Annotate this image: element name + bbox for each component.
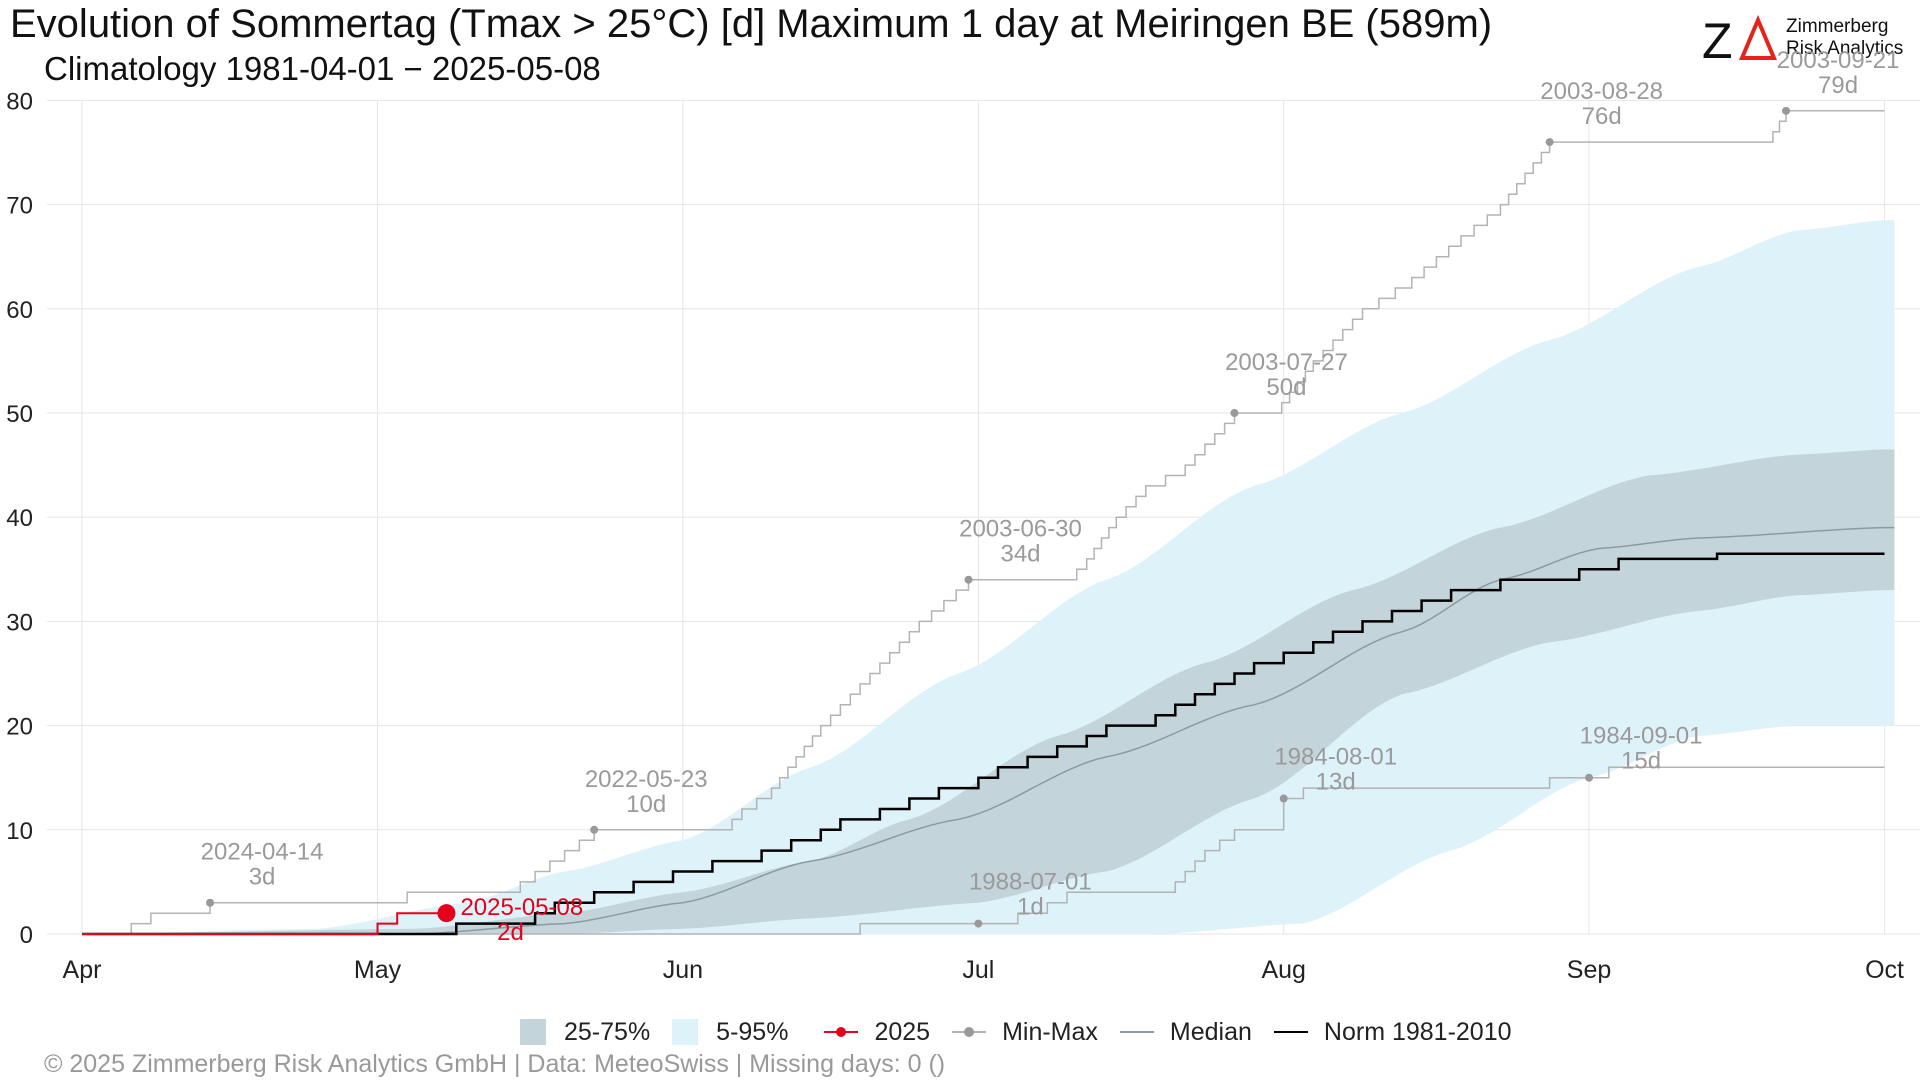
annotation-date: 1984-08-01: [1274, 744, 1397, 771]
current-marker: [437, 904, 456, 923]
max-marker: [1545, 138, 1554, 147]
annotation-days: 79d: [1818, 72, 1858, 99]
annotation-days: 76d: [1582, 103, 1622, 130]
legend-item-p90: 5-95%: [672, 1018, 788, 1047]
company-logo: Z Zimmerberg Risk Analytics: [1702, 10, 1912, 70]
annotation-days: 50d: [1266, 374, 1306, 401]
annotation-date: 2003-06-30: [959, 516, 1082, 543]
band-25-75: [82, 449, 1895, 934]
x-tick-label: May: [354, 956, 402, 984]
annotation-date: 2022-05-23: [585, 766, 708, 793]
annotation-days: 15d: [1621, 748, 1661, 775]
series-min-line: [82, 766, 1885, 935]
y-tick-label: 0: [20, 922, 33, 949]
legend-key-minmax: [952, 1019, 987, 1045]
annotation-days: 3d: [249, 864, 276, 891]
x-tick-label: Aug: [1261, 956, 1305, 984]
x-tick-label: Apr: [63, 956, 102, 984]
x-tick-label: Jun: [663, 956, 703, 984]
logo-line2: Risk Analytics: [1786, 38, 1904, 59]
legend-swatch-p90: [672, 1019, 699, 1045]
logo-line1: Zimmerberg: [1786, 16, 1889, 37]
annotation-date: 2003-09-21: [1777, 47, 1900, 74]
chart-subtitle: Climatology 1981-04-01 − 2025-05-08: [44, 50, 601, 87]
annotation-date: 2003-08-28: [1540, 78, 1663, 105]
min-marker: [1279, 794, 1288, 803]
legend-label-median: Median: [1169, 1017, 1252, 1046]
current-annotation-date: 2025-05-08: [460, 894, 583, 921]
y-tick-label: 70: [6, 193, 33, 220]
legend-label-current: 2025: [874, 1017, 931, 1046]
percentile-bands: [82, 220, 1895, 934]
logo-text: Zimmerberg Risk Analytics: [1786, 16, 1903, 60]
max-marker: [1782, 106, 1791, 115]
axes: 0 10 20 30 40 50 60 70 80 Apr May Jun Jul Aug Sep Oct: [6, 88, 1904, 984]
chart-title: Evolution of Sommertag (Tmax > 25°C) [d]…: [10, 2, 1493, 46]
legend: 25-75% 5-95% 2025 Min-Max Median Norm 19…: [520, 1014, 1534, 1050]
y-tick-label: 10: [6, 818, 33, 845]
x-tick-label: Sep: [1567, 956, 1611, 984]
annotation-days: 34d: [1000, 541, 1040, 568]
legend-item-norm: Norm 1981-2010: [1273, 1017, 1512, 1047]
series-markers: [206, 106, 1791, 928]
legend-item-current: 2025: [824, 1018, 930, 1047]
max-marker: [590, 825, 599, 834]
x-tick-label: Oct: [1865, 956, 1904, 984]
legend-swatch-iqr: [520, 1019, 546, 1045]
max-marker: [964, 575, 973, 584]
series-lines: [82, 110, 1895, 936]
annotation-days: 1d: [1017, 894, 1044, 921]
legend-item-median: Median: [1119, 1017, 1252, 1047]
y-tick-label: 30: [6, 609, 33, 636]
annotation-date: 2003-07-27: [1225, 349, 1348, 376]
y-tick-label: 40: [6, 505, 33, 532]
min-marker: [974, 919, 983, 928]
y-tick-label: 50: [6, 401, 33, 428]
annotation-date: 2024-04-14: [201, 839, 324, 866]
legend-label-iqr: 25-75%: [564, 1017, 651, 1046]
legend-label-minmax: Min-Max: [1002, 1017, 1098, 1046]
max-marker: [206, 898, 215, 907]
current-annotation-days: 2d: [497, 919, 524, 946]
legend-key-median: [1119, 1019, 1154, 1045]
y-tick-label: 20: [6, 714, 33, 741]
y-tick-label: 80: [6, 88, 33, 115]
y-tick-label: 60: [6, 297, 33, 324]
series-max-line: [82, 110, 1885, 935]
legend-key-norm: [1273, 1019, 1308, 1045]
annotation-date: 1984-09-01: [1580, 723, 1703, 750]
legend-item-minmax: Min-Max: [952, 1018, 1098, 1047]
legend-label-p90: 5-95%: [716, 1017, 789, 1046]
legend-key-current: [824, 1019, 859, 1045]
band-5-95: [82, 220, 1895, 934]
annotation-days: 10d: [626, 791, 666, 818]
legend-item-iqr: 25-75%: [520, 1018, 650, 1047]
x-tick-label: Jul: [962, 956, 994, 984]
footer-copyright: © 2025 Zimmerberg Risk Analytics GmbH | …: [44, 1050, 946, 1078]
max-marker: [1230, 409, 1239, 417]
annotation-date: 1988-07-01: [969, 869, 1092, 896]
logo-mark-icon: Z: [1702, 13, 1778, 69]
series-norm-line: [82, 552, 1885, 936]
min-marker: [1585, 773, 1594, 782]
svg-text:Z: Z: [1702, 13, 1733, 69]
annotation-days: 13d: [1316, 769, 1356, 796]
legend-label-norm: Norm 1981-2010: [1323, 1017, 1512, 1046]
series-current-line: [82, 912, 447, 935]
